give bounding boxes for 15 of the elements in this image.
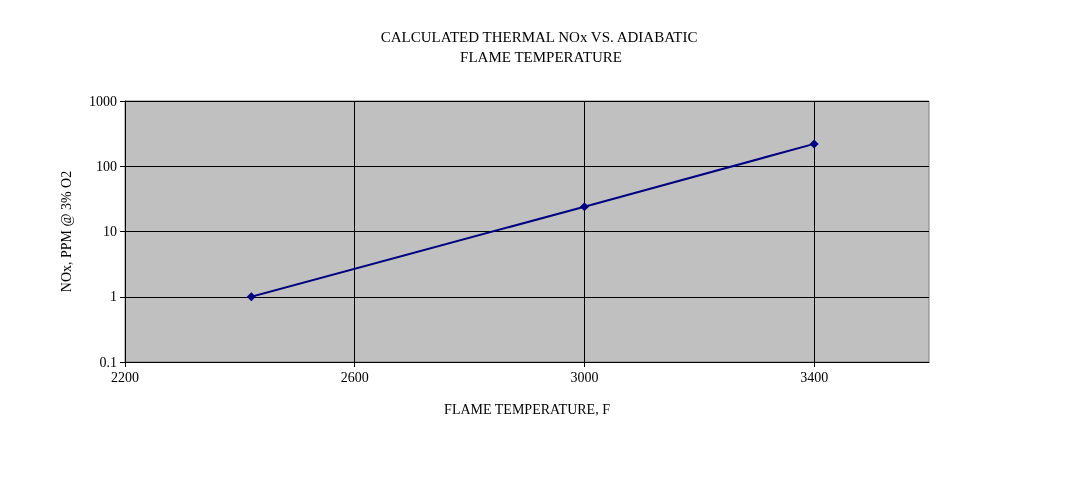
x-axis-title: FLAME TEMPERATURE, F [444,401,611,417]
x-tick-label: 3000 [570,369,599,385]
x-tick-label: 2200 [111,369,139,385]
y-tick-label: 0.1 [99,354,117,370]
point [579,202,589,212]
y-axis-title: NOx, PPM @ 3% O2 [58,170,74,293]
chart-title: CALCULATED THERMAL NOx VS. ADIABATIC FLAME TEMPERATURE [380,29,702,65]
point [809,139,819,149]
x-tick-label: 2600 [340,369,369,385]
y-tick-label: 100 [96,158,117,174]
y-tick-label: 1000 [89,93,117,109]
y-tick-label: 10 [103,224,117,239]
y-tick-label: 1 [110,289,117,305]
point [246,292,256,302]
x-tick-label: 3400 [800,369,829,385]
